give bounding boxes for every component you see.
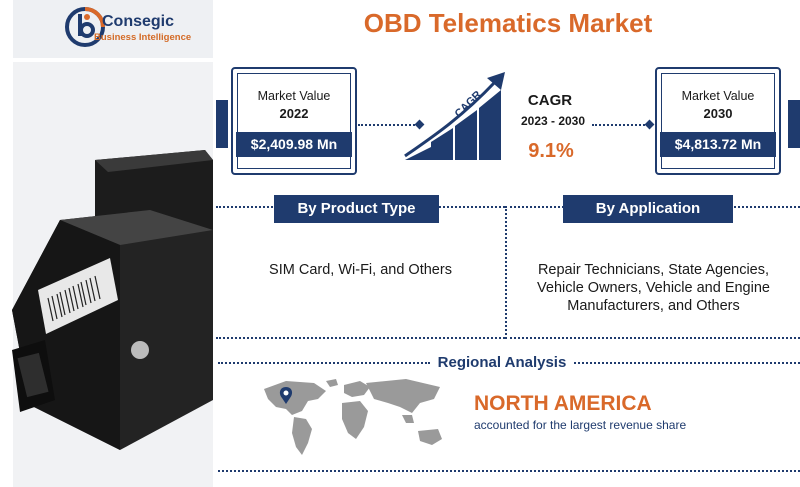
application-line: Manufacturers, and Others bbox=[567, 298, 740, 314]
market-value-2030-card: Market Value 2030 $4,813.72 Mn bbox=[655, 67, 781, 175]
cagr-value: 9.1% bbox=[528, 140, 574, 162]
left-panel: Consegic Business Intelligence bbox=[0, 0, 213, 487]
application-section: By Application Repair Technicians, State… bbox=[505, 195, 800, 339]
region-description: accounted for the largest revenue share bbox=[474, 418, 687, 432]
product-type-section: By Product Type SIM Card, Wi-Fi, and Oth… bbox=[216, 195, 505, 339]
divider bbox=[218, 362, 430, 364]
market-value-year: 2022 bbox=[279, 106, 309, 121]
consegic-logo-icon bbox=[65, 7, 105, 47]
connector-line bbox=[592, 124, 648, 126]
location-pin-icon bbox=[279, 387, 293, 404]
connector-dot bbox=[644, 119, 655, 130]
market-value-year: 2030 bbox=[703, 106, 733, 121]
world-map-icon bbox=[264, 379, 442, 455]
market-value-amount: $2,409.98 Mn bbox=[236, 132, 352, 157]
divider bbox=[574, 362, 800, 364]
market-value-amount: $4,813.72 Mn bbox=[660, 132, 776, 157]
cagr-title: CAGR bbox=[527, 92, 573, 109]
accent-bar-right bbox=[788, 100, 800, 148]
logo-name: Consegic bbox=[102, 13, 175, 30]
market-value-label: Market Value bbox=[681, 89, 755, 103]
application-line: Repair Technicians, State Agencies, bbox=[537, 262, 770, 278]
logo-tagline: Business Intelligence bbox=[94, 32, 192, 43]
application-text: Repair Technicians, State Agencies, Vehi… bbox=[507, 261, 800, 315]
connector-line bbox=[358, 124, 418, 126]
market-value-2022-card: Market Value 2022 $2,409.98 Mn bbox=[231, 67, 357, 175]
logo: Consegic Business Intelligence bbox=[13, 0, 213, 58]
application-heading: By Application bbox=[563, 195, 733, 223]
obd-device-image bbox=[12, 150, 213, 450]
application-line: Vehicle Owners, Vehicle and Engine bbox=[537, 280, 770, 296]
cagr-growth-icon: CAGR bbox=[403, 72, 505, 160]
page-title: OBD Telematics Market bbox=[363, 8, 653, 38]
product-type-text: SIM Card, Wi-Fi, and Others bbox=[269, 262, 452, 278]
regional-heading: Regional Analysis bbox=[437, 354, 567, 371]
cagr-years: 2023 - 2030 bbox=[520, 114, 586, 128]
divider bbox=[218, 470, 800, 472]
product-type-heading: By Product Type bbox=[274, 195, 439, 223]
accent-bar-left bbox=[216, 100, 228, 148]
region-name: NORTH AMERICA bbox=[474, 392, 652, 415]
market-value-label: Market Value bbox=[257, 89, 331, 103]
